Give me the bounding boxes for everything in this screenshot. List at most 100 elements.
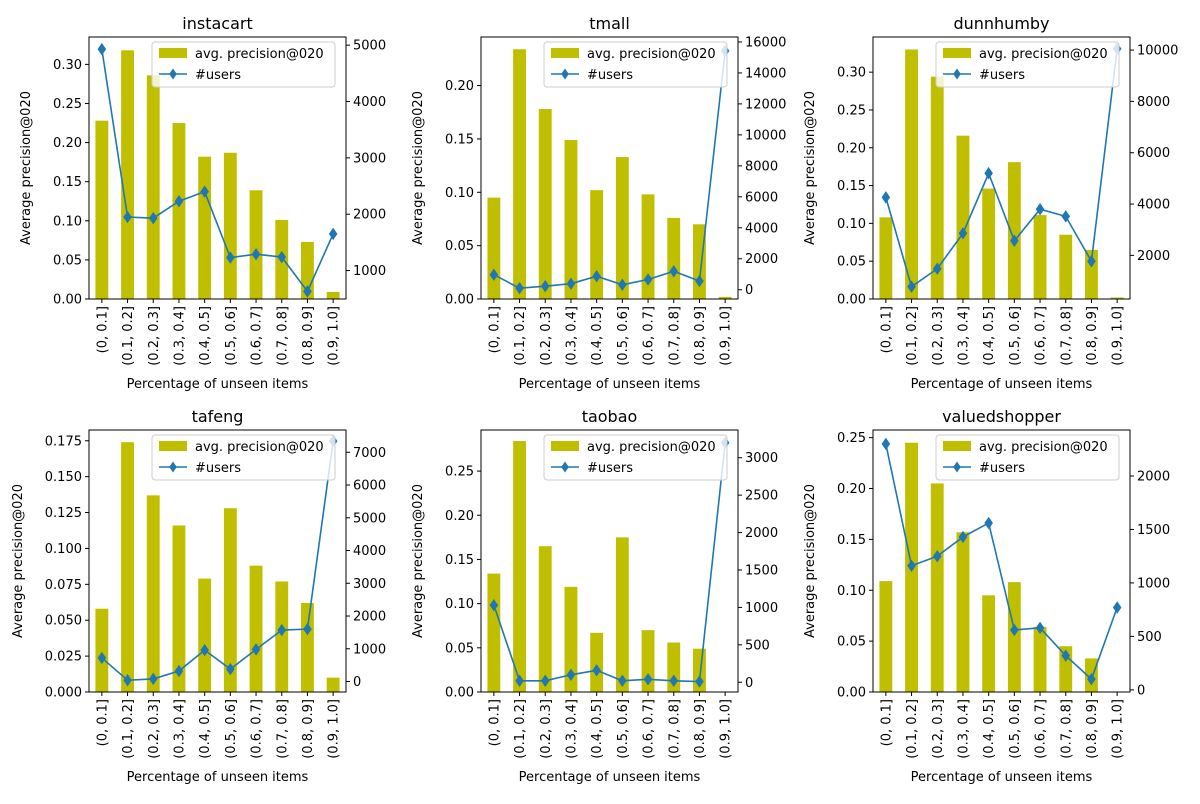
bar <box>1007 582 1021 692</box>
x-tick-label: (0.6, 0.7] <box>642 699 657 759</box>
legend-line-label: #users <box>979 461 1025 476</box>
users-point <box>251 643 261 656</box>
x-tick-label: (0.6, 0.7] <box>642 306 657 366</box>
bar <box>121 50 134 299</box>
bar <box>95 608 109 692</box>
y-tick-label: 0.30 <box>53 58 82 73</box>
bar <box>198 156 212 299</box>
y2-tick-label: 6000 <box>745 190 778 205</box>
chart-panel-instacart: 0.00 0.05 0.10 0.15 0.20 0.25 0.30 1000 2000 3000… <box>19 14 386 392</box>
bar <box>1033 215 1047 299</box>
bar <box>301 602 314 692</box>
users-point <box>618 674 627 687</box>
y2-tick-label: 8000 <box>745 159 778 174</box>
bar <box>956 532 970 692</box>
x-tick-label: (0.4, 0.5] <box>590 306 605 366</box>
x-tick-label: (0.8, 0.9] <box>301 699 316 759</box>
chart-panel-dunnhumby: 0.00 0.05 0.10 0.15 0.20 0.25 0.30 2000 4000 6000… <box>803 14 1178 392</box>
y2-tick-label: 5000 <box>353 511 386 526</box>
x-tick-label: (0.7, 0.8] <box>667 306 682 366</box>
x-tick-label: (0, 0.1] <box>95 306 110 353</box>
bar <box>487 573 501 692</box>
legend-diamond-marker <box>169 461 177 473</box>
y2-tick-label: 2000 <box>745 526 778 541</box>
users-point <box>1087 255 1096 268</box>
chart-panel-tmall: 0.00 0.05 0.10 0.15 0.20 0 2000 4000 6000 8000 100… <box>411 14 786 392</box>
x-tick-label: (0.2, 0.3] <box>931 699 946 759</box>
users-point <box>123 674 132 687</box>
users-point <box>695 274 704 288</box>
bar <box>275 581 289 692</box>
y-tick-label: 0.10 <box>837 584 866 599</box>
x-tick-label: (0, 0.1] <box>879 306 894 353</box>
x-tick-label: (0, 0.1] <box>487 306 502 353</box>
bar <box>538 546 552 692</box>
y-tick-label: 0.05 <box>837 255 866 270</box>
users-point <box>277 250 287 264</box>
bar <box>641 630 655 692</box>
chart-title: taobao <box>582 407 638 426</box>
bar <box>982 188 996 299</box>
users-point <box>303 622 312 636</box>
y2-tick-label: 5000 <box>353 39 386 54</box>
legend-bar-label: avg. precision@020 <box>195 440 324 455</box>
users-point <box>148 672 158 686</box>
legend-box <box>151 41 336 88</box>
bar <box>564 586 578 692</box>
x-axis-label: Percentage of unseen items <box>127 377 309 392</box>
y-tick-label: 0.025 <box>45 650 82 665</box>
users-point <box>932 262 942 275</box>
chart-title: tmall <box>589 14 630 33</box>
x-tick-label: (0.4, 0.5] <box>198 306 213 366</box>
bar <box>590 190 604 299</box>
y-tick-label: 0.00 <box>445 686 474 701</box>
legend-diamond-marker <box>953 461 961 473</box>
x-tick-label: (0.8, 0.9] <box>693 699 708 759</box>
x-tick-label: (0.6, 0.7] <box>1034 306 1049 366</box>
y-tick-label: 0.075 <box>45 578 82 593</box>
bar <box>905 49 918 300</box>
bar <box>513 441 526 692</box>
users-point <box>881 191 891 204</box>
bar <box>172 525 186 692</box>
y2-tick-label: 1000 <box>1137 576 1170 591</box>
users-point <box>200 643 209 657</box>
y-tick-label: 0.20 <box>445 79 474 94</box>
bar <box>249 190 263 299</box>
y-axis-label: Average precision@020 <box>19 91 34 245</box>
plot-frame <box>480 429 739 693</box>
users-line <box>493 442 726 683</box>
legend-line-label: #users <box>979 68 1025 83</box>
bar <box>879 581 893 692</box>
users-point <box>958 227 968 240</box>
users-point <box>907 280 916 293</box>
y-axis-label: Average precision@020 <box>411 91 426 245</box>
legend-line-label: #users <box>195 461 241 476</box>
x-tick-label: (0.5, 0.6] <box>616 699 631 759</box>
bar <box>95 120 109 300</box>
y-tick-label: 0.15 <box>445 132 474 147</box>
users-point <box>1010 234 1019 247</box>
y2-tick-label: 14000 <box>745 66 786 81</box>
users-point <box>148 211 158 225</box>
bar <box>326 291 340 299</box>
x-tick-label: (0.1, 0.2] <box>121 306 136 366</box>
y2-tick-label: 0 <box>745 676 753 691</box>
y2-tick-label: 3000 <box>745 451 778 466</box>
y-tick-label: 0.05 <box>837 635 866 650</box>
y-tick-label: 0.10 <box>53 214 82 229</box>
y2-tick-label: 12000 <box>745 97 786 112</box>
x-tick-label: (0.8, 0.9] <box>693 306 708 366</box>
bar <box>172 123 186 299</box>
users-point <box>174 664 184 678</box>
y2-tick-label: 6000 <box>1137 146 1170 161</box>
y-tick-label: 0.15 <box>53 175 82 190</box>
users-point <box>669 265 679 278</box>
y2-tick-label: 4000 <box>353 544 386 559</box>
bar <box>538 109 552 299</box>
x-axis-label: Percentage of unseen items <box>519 770 701 785</box>
y2-tick-label: 2000 <box>1137 469 1170 484</box>
legend-bar-swatch <box>159 441 187 451</box>
x-tick-label: (0.3, 0.4] <box>564 699 579 759</box>
